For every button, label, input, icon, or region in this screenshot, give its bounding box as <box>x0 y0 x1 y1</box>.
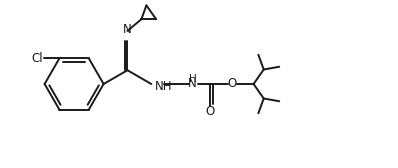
Text: O: O <box>206 105 215 118</box>
Text: NH: NH <box>155 80 173 93</box>
Text: O: O <box>227 77 236 91</box>
Text: H: H <box>189 74 197 84</box>
Text: N: N <box>123 23 132 36</box>
Text: Cl: Cl <box>31 52 43 65</box>
Text: N: N <box>188 77 197 91</box>
